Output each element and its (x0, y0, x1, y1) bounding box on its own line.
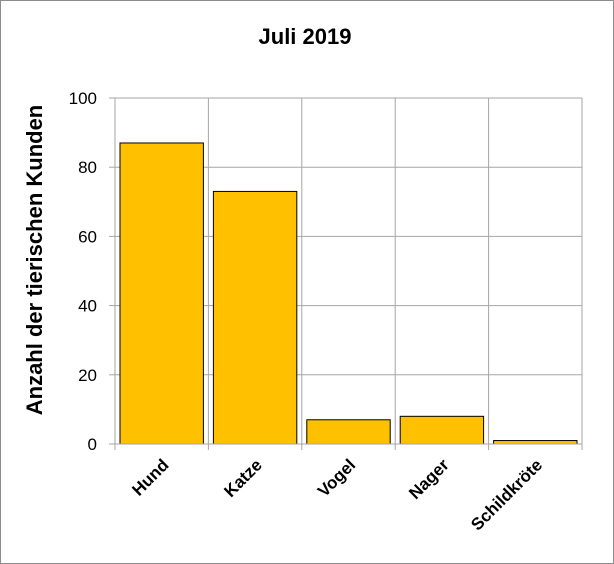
y-tick-label: 0 (88, 435, 97, 454)
y-tick-label: 20 (78, 366, 97, 385)
y-tick-label: 100 (69, 89, 97, 108)
x-tick-labels: Hund Katze Vogel Nager Schildkröte (128, 455, 546, 534)
bar-katze (212, 190, 298, 445)
bar-nager (399, 415, 485, 445)
x-tick-label: Katze (220, 455, 266, 501)
bar-schildkröte (493, 440, 578, 445)
x-tick-label: Hund (128, 455, 172, 499)
y-tick-label: 80 (78, 158, 97, 177)
bar-vogel (306, 419, 391, 445)
bar-hund (119, 142, 204, 445)
y-tick-labels: 0 20 40 60 80 100 (69, 89, 97, 454)
x-tick-label: Vogel (314, 455, 359, 500)
y-tick-label: 40 (78, 297, 97, 316)
chart-title: Juli 2019 (259, 24, 352, 49)
y-axis-label: Anzahl der tierischen Kunden (22, 105, 47, 416)
x-tick-label: Schildkröte (467, 455, 546, 534)
x-tick-label: Nager (405, 455, 453, 503)
axes (109, 97, 583, 450)
y-tick-label: 60 (78, 227, 97, 246)
bars (119, 142, 578, 445)
